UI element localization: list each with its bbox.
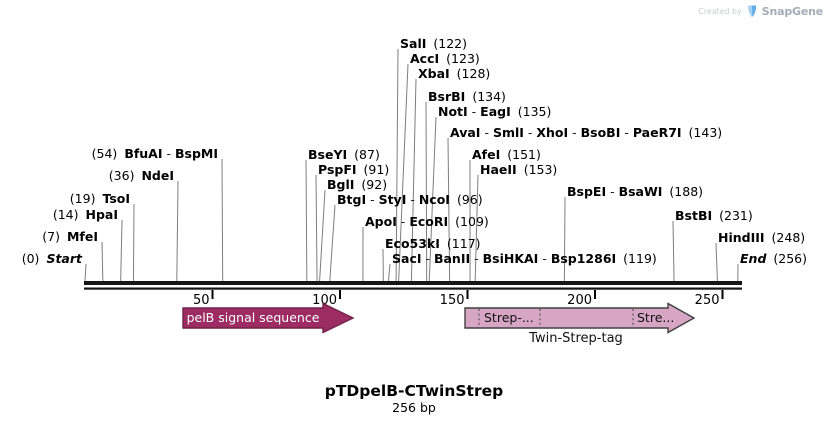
snapgene-watermark: Created by SnapGene — [699, 5, 824, 18]
leader-line — [715, 242, 718, 282]
sequence-start-label[interactable]: (0) Start — [21, 251, 82, 266]
leader-line — [563, 196, 566, 282]
enzyme-site-label[interactable]: BglI (92) — [327, 177, 388, 192]
sequence-line[interactable] — [84, 281, 742, 290]
leader-line — [84, 263, 87, 282]
enzyme-site-label[interactable]: (14) HpaI — [52, 207, 118, 222]
sequence-end-label[interactable]: End (256) — [740, 251, 808, 266]
leader-line — [176, 180, 179, 282]
enzyme-site-label[interactable]: (19) TsoI — [69, 191, 130, 206]
feature-label-pelb-signal-sequence[interactable]: pelB signal sequence — [186, 310, 320, 325]
enzyme-site-label[interactable]: NotI - EagI (135) — [438, 104, 552, 119]
enzyme-site-label[interactable]: BstBI (231) — [675, 208, 753, 223]
leader-line — [474, 174, 479, 282]
ruler-tick-label: 250 — [695, 293, 720, 308]
ruler-tick-label: 50 — [193, 293, 210, 308]
snapgene-logo-icon — [748, 5, 756, 18]
enzyme-site-label[interactable]: PspFI (91) — [318, 162, 390, 177]
leader-line — [395, 48, 399, 282]
leader-line — [410, 78, 417, 282]
enzyme-site-label[interactable]: AccI (123) — [410, 51, 480, 66]
created-by-text: Created by — [698, 7, 742, 16]
ruler-tick-label: 150 — [440, 293, 465, 308]
leader-line — [425, 101, 428, 282]
feature-arrow-pelb-signal-sequence[interactable] — [182, 302, 355, 334]
feature-segment-label-strep2[interactable]: Stre... — [637, 310, 675, 325]
feature-arrows — [182, 302, 696, 334]
leader-line — [398, 63, 409, 282]
plasmid-title: pTDpelB-CTwinStrep — [324, 382, 504, 400]
enzyme-site-label[interactable]: BsrBI (134) — [428, 89, 506, 104]
plasmid-length: 256 bp — [392, 400, 436, 415]
sequence-line-top[interactable] — [84, 281, 742, 285]
enzyme-site-label[interactable]: XbaI (128) — [418, 66, 491, 81]
leader-line — [101, 241, 104, 282]
sequence-line-bottom[interactable] — [84, 287, 742, 290]
enzyme-site-label[interactable]: SacI - BanII - BsiHKAI - Bsp1286I (119) — [392, 251, 657, 266]
leader-line — [387, 263, 391, 282]
enzyme-site-label[interactable]: HindIII (248) — [718, 230, 806, 245]
enzyme-site-label[interactable]: BseYI (87) — [308, 147, 380, 162]
leader-line — [672, 220, 675, 282]
enzyme-site-label[interactable]: ApoI - EcoRI (109) — [365, 214, 489, 229]
feature-segment-label-strep1[interactable]: Strep-... — [484, 310, 534, 325]
leader-line — [315, 174, 318, 282]
enzyme-site-label[interactable]: AfeI (151) — [472, 147, 541, 162]
feature-arrow-twin-strep-tag[interactable] — [464, 302, 696, 334]
title-block: pTDpelB-CTwinStrep 256 bp — [0, 382, 828, 416]
enzyme-site-label[interactable]: (36) NdeI — [108, 168, 174, 183]
enzyme-site-label[interactable]: AvaI - SmlI - XhoI - BsoBI - PaeR7I (143) — [450, 125, 723, 140]
enzyme-site-label[interactable]: BtgI - StyI - NcoI (96) — [337, 192, 483, 207]
leader-line — [329, 204, 336, 282]
feature-label-twin-strep-tag[interactable]: Twin-Strep-tag — [529, 331, 623, 346]
leader-line — [305, 159, 308, 282]
ruler: 50 100 150 200 250 — [193, 290, 724, 308]
leader-line — [132, 203, 135, 282]
leader-line — [447, 137, 451, 282]
snapgene-brand-text: SnapGene — [761, 5, 823, 18]
ruler-tick-label: 100 — [312, 293, 337, 308]
leader-line — [120, 219, 123, 282]
leader-lines — [84, 48, 739, 282]
enzyme-site-label[interactable]: (54) BfuAI - BspMI — [91, 146, 218, 161]
leader-line — [428, 116, 437, 282]
leader-line — [319, 189, 326, 282]
enzyme-site-label[interactable]: BspEI - BsaWI (188) — [567, 184, 704, 199]
enzyme-site-label[interactable]: SalI (122) — [400, 36, 467, 51]
enzyme-site-label[interactable]: Eco53kI (117) — [385, 236, 481, 251]
enzyme-site-label[interactable]: (7) MfeI — [42, 229, 98, 244]
ruler-tick-label: 200 — [567, 293, 592, 308]
enzyme-site-label[interactable]: HaeII (153) — [480, 162, 558, 177]
leader-line — [221, 158, 224, 282]
